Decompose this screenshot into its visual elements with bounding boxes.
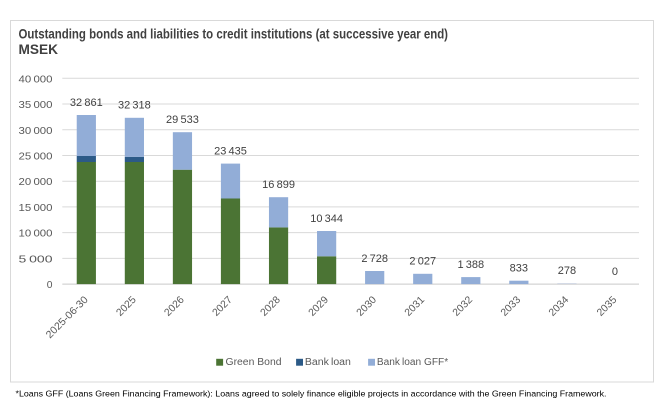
svg-text:Bank loan: Bank loan	[305, 357, 351, 368]
svg-text:23 435: 23 435	[214, 145, 247, 157]
svg-text:2 728: 2 728	[361, 253, 388, 265]
svg-text:Bank loan GFF*: Bank loan GFF*	[377, 357, 448, 368]
svg-text:40 000: 40 000	[19, 74, 53, 85]
svg-text:10 000: 10 000	[19, 229, 53, 240]
svg-text:278: 278	[558, 265, 576, 277]
svg-text:0: 0	[612, 266, 618, 278]
svg-text:833: 833	[510, 263, 528, 275]
svg-text:15 000: 15 000	[19, 203, 53, 214]
svg-text:32 318: 32 318	[118, 100, 151, 112]
svg-text:30 000: 30 000	[19, 126, 53, 137]
svg-text:10 344: 10 344	[310, 213, 343, 225]
svg-text:*Loans GFF (Loans Green Financ: *Loans GFF (Loans Green Financing Framew…	[16, 389, 607, 399]
svg-text:1 388: 1 388	[457, 259, 484, 271]
svg-text:29 533: 29 533	[166, 114, 199, 126]
svg-text:0: 0	[47, 280, 53, 291]
svg-text:5 000: 5 000	[19, 254, 53, 265]
svg-text:32 861: 32 861	[70, 97, 103, 109]
svg-text:20 000: 20 000	[19, 177, 53, 188]
svg-text:35 000: 35 000	[19, 100, 53, 111]
svg-text:Outstanding bonds and liabilit: Outstanding bonds and liabilities to cre…	[19, 26, 449, 41]
svg-text:16 899: 16 899	[262, 179, 295, 191]
svg-text:Green Bond: Green Bond	[226, 357, 282, 368]
svg-text:2 027: 2 027	[409, 256, 436, 268]
svg-text:MSEK: MSEK	[19, 42, 59, 57]
svg-text:25 000: 25 000	[19, 151, 53, 162]
